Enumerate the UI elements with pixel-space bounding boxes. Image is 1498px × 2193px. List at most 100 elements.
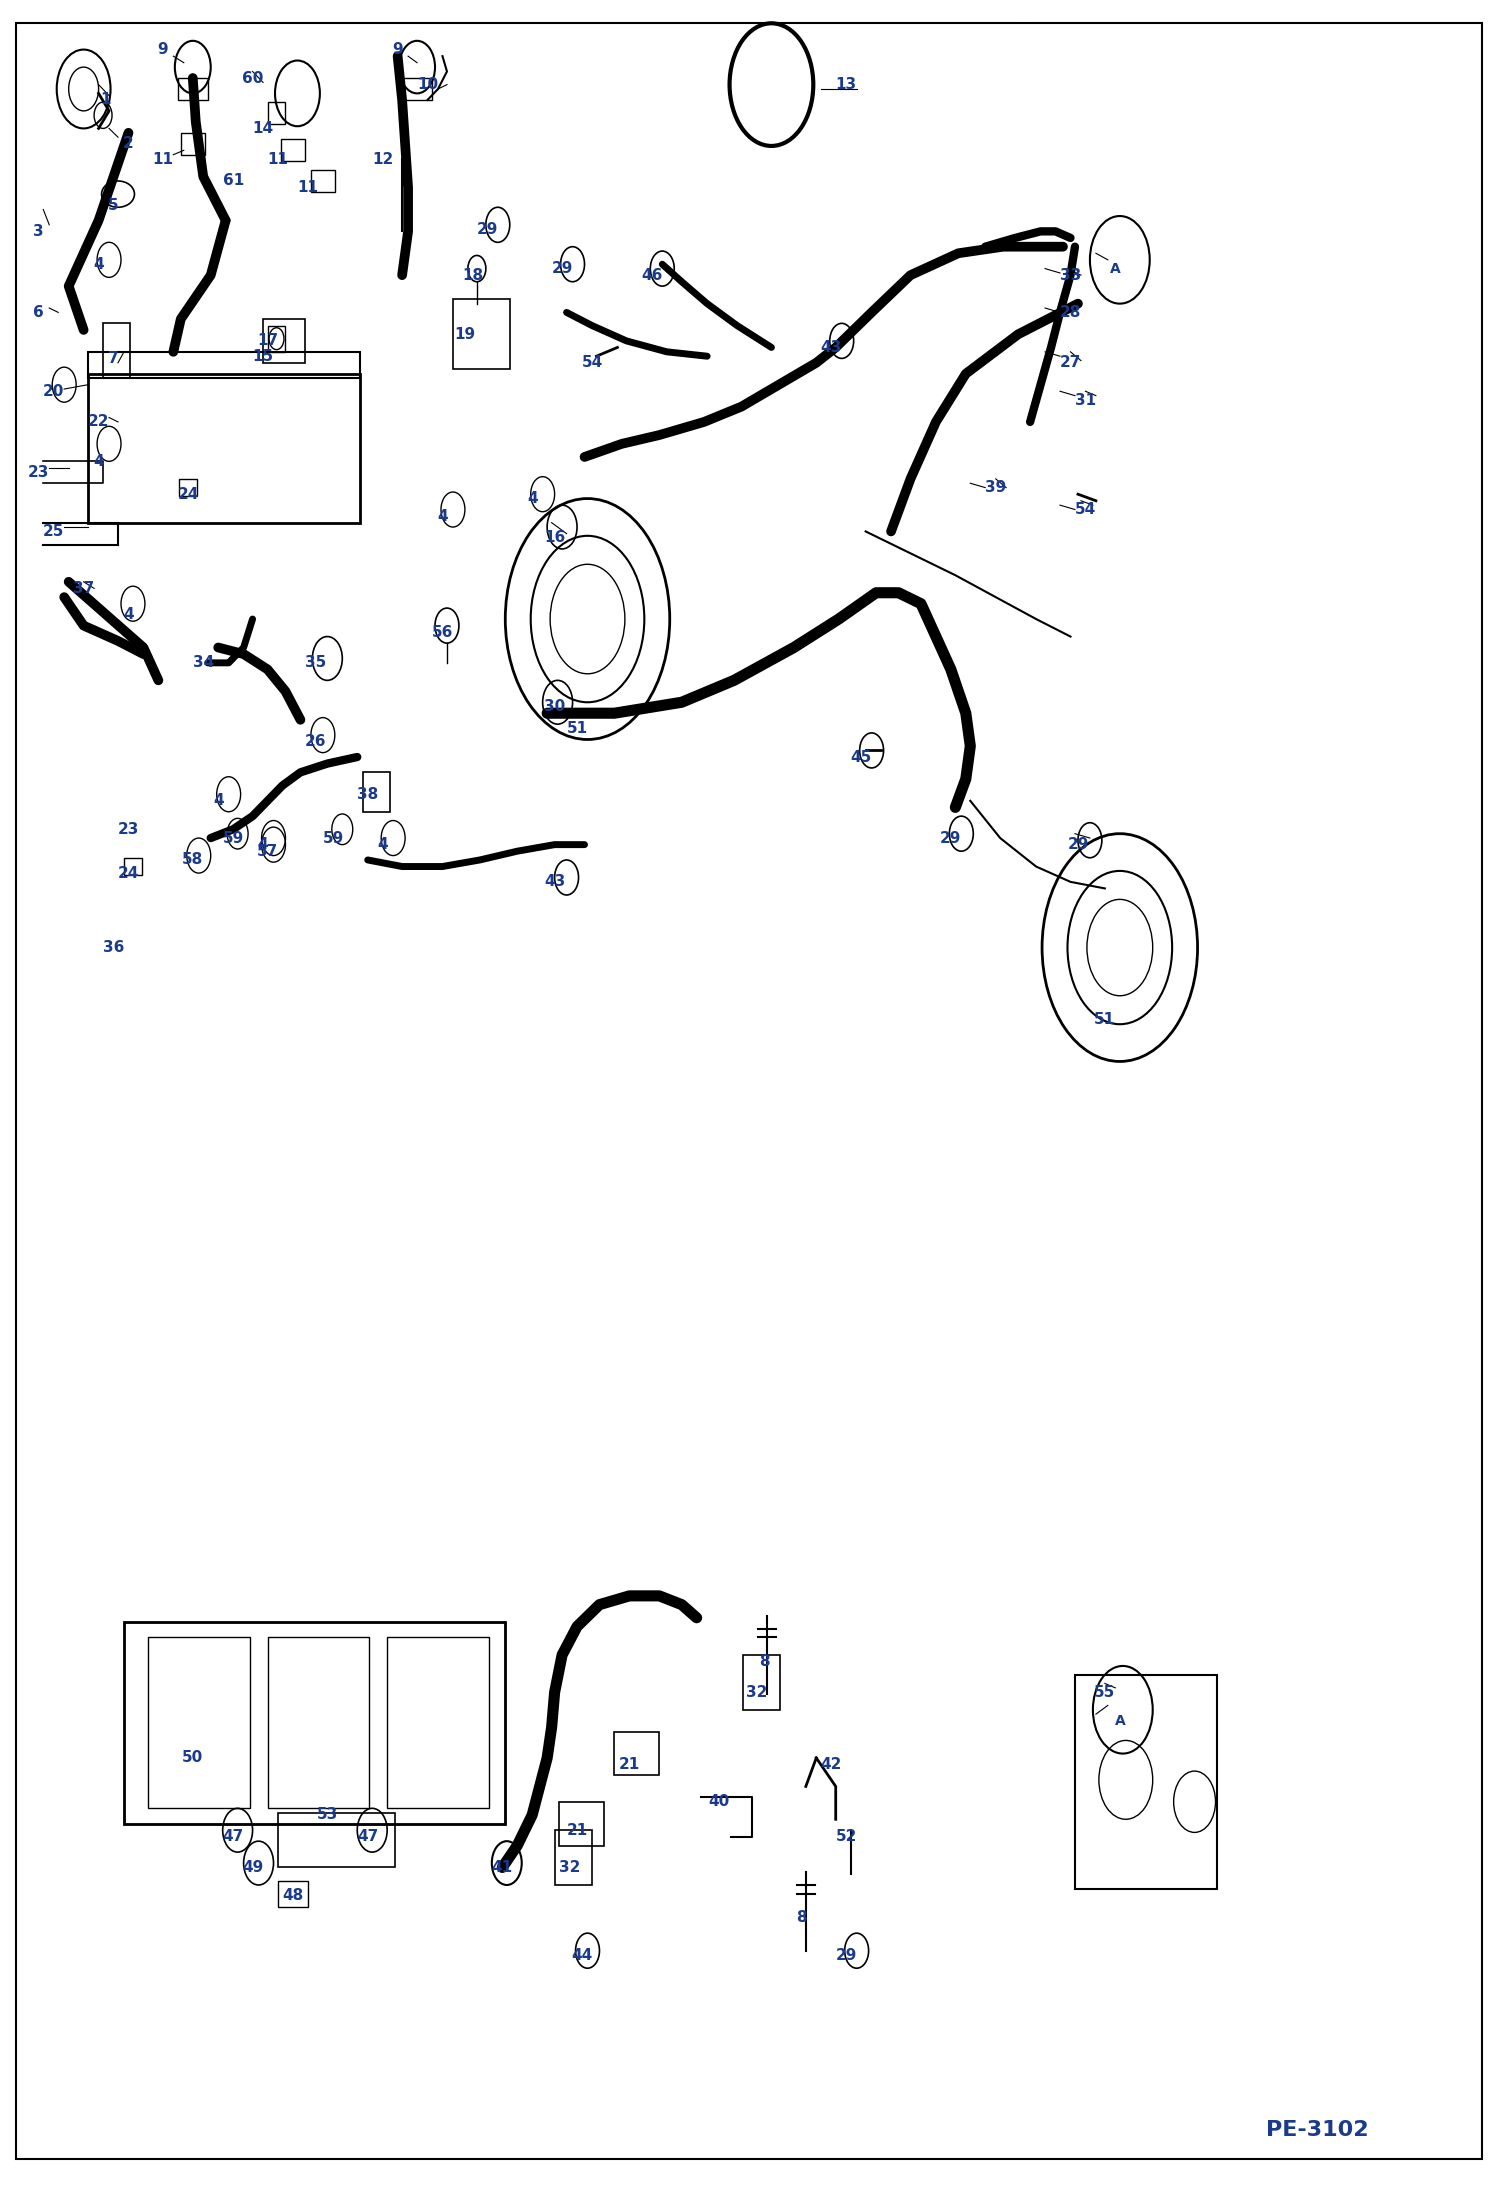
Text: 8: 8 [758,1654,770,1669]
Text: 50: 50 [183,1750,204,1765]
Bar [401,79,431,101]
Bar [88,351,360,377]
Bar [312,171,336,193]
Bar [279,1882,309,1908]
Text: 20: 20 [43,384,64,399]
Text: 25: 25 [43,524,64,539]
Text: 2: 2 [123,136,133,151]
Text: 24: 24 [118,866,139,882]
Text: 11: 11 [268,151,289,167]
Text: A: A [1110,261,1121,276]
Text: 56: 56 [431,625,454,640]
Text: 52: 52 [836,1829,857,1844]
Bar [743,1656,780,1711]
Bar [124,1623,505,1825]
Text: 11: 11 [298,180,319,195]
Text: 23: 23 [118,822,139,838]
Text: 18: 18 [461,268,482,283]
Text: 29: 29 [476,221,497,237]
Text: 42: 42 [821,1757,842,1772]
Text: 4: 4 [377,838,388,853]
Bar [614,1732,659,1776]
Bar [181,134,205,156]
Text: 59: 59 [322,831,345,846]
Text: 54: 54 [1074,502,1097,518]
Text: 51: 51 [566,721,587,737]
Text: 47: 47 [223,1829,244,1844]
Text: 61: 61 [223,173,244,189]
Bar [180,478,198,496]
Text: 21: 21 [566,1822,587,1838]
Bar [124,857,142,875]
Text: 33: 33 [1061,268,1082,283]
Text: 27: 27 [1059,355,1082,371]
Text: 29: 29 [836,1947,857,1963]
Text: 4: 4 [258,838,268,853]
Text: 53: 53 [316,1807,339,1822]
Bar [268,325,286,351]
Bar [88,373,360,522]
Text: 59: 59 [223,831,244,846]
Text: 39: 39 [986,480,1007,496]
Text: 31: 31 [1076,393,1097,408]
Bar [268,1638,369,1809]
Text: 7: 7 [108,351,118,366]
Text: 38: 38 [357,787,379,803]
Text: 19: 19 [454,327,475,342]
Text: 32: 32 [746,1684,767,1700]
Text: 55: 55 [1094,1684,1116,1700]
Text: 22: 22 [88,414,109,430]
Text: 54: 54 [581,355,602,371]
Text: 34: 34 [193,656,214,671]
Text: 45: 45 [851,750,872,765]
Text: 16: 16 [544,531,565,546]
Text: 43: 43 [821,340,842,355]
Text: 60: 60 [241,70,264,86]
Text: 40: 40 [709,1794,730,1809]
Text: 32: 32 [559,1860,580,1875]
Text: 11: 11 [153,151,174,167]
Text: 48: 48 [282,1888,304,1904]
Bar [282,140,306,162]
Text: 4: 4 [93,257,103,272]
Text: 29: 29 [1067,838,1089,853]
Text: 30: 30 [544,700,565,715]
Text: 15: 15 [253,349,274,364]
Text: 12: 12 [372,151,394,167]
Text: 47: 47 [357,1829,379,1844]
Text: 29: 29 [551,261,572,276]
Text: 6: 6 [33,305,43,320]
Text: 14: 14 [253,121,274,136]
Text: 21: 21 [619,1757,640,1772]
Text: 9: 9 [157,42,168,57]
Text: 46: 46 [641,268,662,283]
Bar [559,1803,604,1847]
Text: 49: 49 [243,1860,264,1875]
Text: A: A [1115,1713,1125,1728]
Bar [1076,1675,1216,1890]
Text: 35: 35 [304,656,327,671]
Bar [268,103,286,125]
Text: 3: 3 [33,224,43,239]
Bar [264,318,306,362]
Text: 13: 13 [836,77,857,92]
Text: 4: 4 [527,491,538,507]
Text: 4: 4 [93,454,103,469]
Text: 1: 1 [100,92,111,107]
Text: 43: 43 [544,875,565,890]
Text: 29: 29 [941,831,962,846]
Text: 4: 4 [123,607,133,623]
Text: 10: 10 [416,77,437,92]
Text: PE-3102: PE-3102 [1266,2121,1369,2140]
Text: 5: 5 [108,197,118,213]
Text: 28: 28 [1059,305,1082,320]
Text: 4: 4 [437,509,448,524]
Bar [363,772,389,811]
Text: 26: 26 [304,735,327,750]
Text: 57: 57 [258,844,279,860]
Text: 8: 8 [795,1910,806,1925]
Bar [554,1831,592,1886]
Text: 24: 24 [178,487,199,502]
Bar [103,322,130,377]
Text: 41: 41 [491,1860,512,1875]
